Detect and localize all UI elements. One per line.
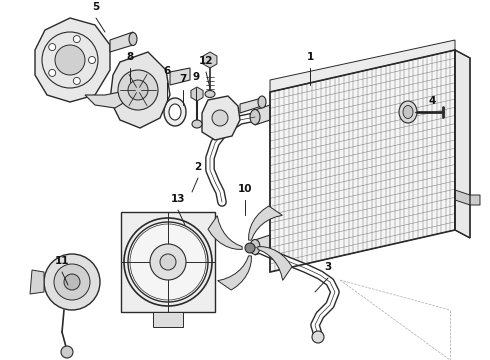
Polygon shape [270,50,455,272]
Text: 1: 1 [306,52,314,62]
Polygon shape [191,87,203,101]
Ellipse shape [205,90,215,98]
Polygon shape [258,247,292,280]
Circle shape [89,57,96,63]
Polygon shape [121,212,215,312]
Polygon shape [203,52,217,68]
Circle shape [61,346,73,358]
Text: 13: 13 [171,194,185,204]
Circle shape [74,36,80,42]
Text: 12: 12 [199,56,213,66]
Circle shape [245,243,255,253]
Polygon shape [218,256,251,290]
Ellipse shape [169,104,181,120]
Ellipse shape [250,239,260,255]
Text: 6: 6 [163,66,171,76]
Text: 10: 10 [238,184,252,194]
Circle shape [54,264,90,300]
Polygon shape [110,52,170,128]
Text: 4: 4 [428,96,436,106]
Ellipse shape [399,101,417,123]
Circle shape [128,222,208,302]
Circle shape [44,254,100,310]
Text: 7: 7 [179,74,187,84]
Ellipse shape [192,120,202,128]
Text: 5: 5 [93,2,99,12]
Circle shape [49,44,56,50]
Ellipse shape [164,98,186,126]
Polygon shape [255,235,270,255]
Circle shape [118,70,158,110]
Polygon shape [248,206,282,240]
Polygon shape [85,92,125,108]
Circle shape [49,69,56,76]
Polygon shape [35,18,110,102]
Circle shape [55,45,85,75]
Ellipse shape [129,32,137,45]
Polygon shape [455,190,480,205]
Circle shape [312,331,324,343]
Ellipse shape [258,96,266,108]
Circle shape [212,110,228,126]
Ellipse shape [250,109,260,125]
Polygon shape [153,312,183,327]
Circle shape [160,254,176,270]
Polygon shape [455,50,470,238]
Polygon shape [208,216,242,249]
Polygon shape [110,32,133,52]
Polygon shape [255,105,270,125]
Polygon shape [30,270,44,294]
Text: 3: 3 [324,262,332,272]
Text: 2: 2 [195,162,201,172]
Circle shape [128,80,148,100]
Text: 11: 11 [55,256,69,266]
Polygon shape [202,96,240,140]
Polygon shape [170,68,190,85]
Polygon shape [270,40,455,92]
Ellipse shape [403,105,413,118]
Circle shape [150,244,186,280]
Text: 8: 8 [126,52,134,62]
Text: 9: 9 [193,72,199,82]
Circle shape [64,274,80,290]
Circle shape [74,77,80,85]
Polygon shape [240,98,262,113]
